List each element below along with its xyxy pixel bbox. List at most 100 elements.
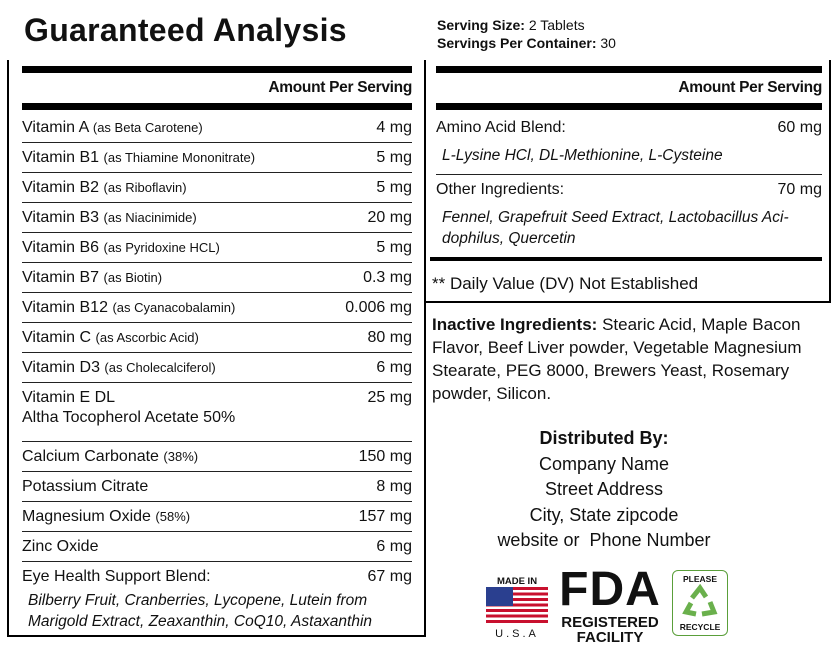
- table-row: Eye Health Support Blend: 67 mg: [22, 562, 412, 590]
- table-row: Vitamin B12 (as Cyanacobalamin) 0.006 mg: [22, 293, 412, 323]
- name: Eye Health Support Blend:: [22, 568, 211, 585]
- amount: 80 mg: [367, 329, 412, 346]
- detail: (58%): [155, 509, 191, 524]
- amount: 150 mg: [358, 448, 412, 465]
- column-header: Amount Per Serving: [268, 79, 412, 96]
- value: 2 Tablets: [528, 17, 585, 33]
- badge-text: RECYCLE: [679, 622, 721, 632]
- thick-rule: [436, 66, 822, 73]
- left-table: Vitamin A (as Beta Carotene) 4 mg Vitamin …: [22, 113, 412, 632]
- table-row: Vitamin D3 (as Cholecalciferol) 6 mg: [22, 353, 412, 383]
- detail: (as Ascorbic Acid): [95, 330, 199, 345]
- ingredients: Fennel, Grapefruit Seed Extract, Lactoba…: [442, 209, 789, 247]
- table-row: Amino Acid Blend: 60 mg: [436, 113, 822, 141]
- column-header: Amount Per Serving: [678, 79, 822, 96]
- badge-text: MADE IN: [496, 576, 538, 587]
- detail: (as Beta Carotene): [92, 120, 203, 135]
- badge-text: REGISTERED: [561, 614, 659, 631]
- nutrient-name: Magnesium Oxide (58%): [22, 508, 190, 526]
- table-row: Vitamin A (as Beta Carotene) 4 mg: [22, 113, 412, 143]
- left-box: [7, 60, 426, 637]
- table-row: Vitamin B3 (as Niacinimide) 20 mg: [22, 203, 412, 233]
- detail: (as Cholecalciferol): [104, 360, 216, 375]
- name: Vitamin B1: [22, 149, 100, 166]
- amount: 25 mg: [367, 389, 412, 406]
- amount: 60 mg: [777, 119, 822, 136]
- nutrient-name: Zinc Oxide: [22, 538, 98, 556]
- address-line: City, State zipcode: [529, 504, 679, 525]
- table-row: Other Ingredients: 70 mg: [436, 175, 822, 203]
- thick-rule: [430, 257, 822, 261]
- value: 30: [600, 35, 616, 51]
- name: Vitamin B2: [22, 179, 100, 196]
- table-row: Calcium Carbonate (38%) 150 mg: [22, 442, 412, 472]
- nutrient-name: Vitamin B1 (as Thiamine Mononitrate): [22, 149, 255, 167]
- name: Vitamin B12: [22, 299, 108, 316]
- amount: 157 mg: [358, 508, 412, 525]
- ingredients: L-Lysine HCl, DL-Methionine, L-Cysteine: [436, 141, 822, 175]
- address-line: website or Phone Number: [497, 530, 711, 550]
- amount: 70 mg: [777, 181, 822, 198]
- nutrient-name: Potassium Citrate: [22, 478, 148, 496]
- nutrient-name: Eye Health Support Blend:: [22, 568, 211, 586]
- nutrient-name: Vitamin E DL Altha Tocopherol Acetate 50%: [22, 389, 235, 427]
- name: Vitamin B6: [22, 239, 100, 256]
- name: Vitamin D3: [22, 359, 100, 376]
- amount: 0.3 mg: [363, 269, 412, 286]
- label: Serving Size:: [437, 17, 525, 33]
- title: Guaranteed Analysis: [24, 12, 347, 48]
- nutrient-name: Vitamin D3 (as Cholecalciferol): [22, 359, 216, 377]
- thick-rule: [22, 103, 412, 110]
- badge-text: PLEASE: [682, 574, 717, 584]
- amount: 4 mg: [376, 119, 412, 136]
- nutrient-name: Vitamin C (as Ascorbic Acid): [22, 329, 199, 347]
- amount: 8 mg: [376, 478, 412, 495]
- distributor: Distributed By: Company Name Street Addre…: [454, 426, 754, 554]
- name: Vitamin A: [22, 119, 89, 136]
- nutrient-name: Vitamin B7 (as Biotin): [22, 269, 162, 287]
- amount: 20 mg: [367, 209, 412, 226]
- table-row: Potassium Citrate 8 mg: [22, 472, 412, 502]
- name: Vitamin E DL: [22, 389, 116, 406]
- thick-rule: [436, 103, 822, 110]
- fda-badge: FDA REGISTERED FACILITY: [556, 566, 664, 645]
- name: Magnesium Oxide: [22, 508, 151, 525]
- recycle-icon: [682, 583, 718, 617]
- nutrient-name: Vitamin B2 (as Riboflavin): [22, 179, 187, 197]
- table-row: Vitamin B2 (as Riboflavin) 5 mg: [22, 173, 412, 203]
- second-line: Altha Tocopherol Acetate 50%: [22, 409, 236, 426]
- nutrient-name: Vitamin B12 (as Cyanacobalamin): [22, 299, 235, 317]
- table-row: Vitamin B7 (as Biotin) 0.3 mg: [22, 263, 412, 293]
- thick-rule: [22, 66, 412, 73]
- detail: (as Riboflavin): [103, 180, 187, 195]
- amount: 5 mg: [376, 149, 412, 166]
- label: Servings Per Container:: [437, 35, 597, 51]
- address-line: Company Name: [538, 453, 670, 474]
- name: Potassium Citrate: [22, 478, 149, 495]
- table-row: Magnesium Oxide (58%) 157 mg: [22, 502, 412, 532]
- footnote: ** Daily Value (DV) Not Established: [432, 274, 699, 293]
- detail: (as Biotin): [103, 270, 163, 285]
- recycle-badge: PLEASE RECYCLE: [672, 570, 728, 636]
- detail: (as Thiamine Mononitrate): [103, 150, 256, 165]
- right-box: [424, 60, 831, 303]
- servings-per-container: Servings Per Container: 30: [437, 35, 616, 51]
- nutrient-name: Calcium Carbonate (38%): [22, 448, 198, 466]
- badge-text: U.S.A: [495, 628, 539, 640]
- amount: 5 mg: [376, 179, 412, 196]
- table-row: Vitamin B1 (as Thiamine Mononitrate) 5 mg: [22, 143, 412, 173]
- table-row: Vitamin B6 (as Pyridoxine HCL) 5 mg: [22, 233, 412, 263]
- amount: 67 mg: [367, 568, 412, 585]
- badge-text: FDA: [559, 563, 661, 616]
- heading: Distributed By:: [539, 428, 669, 448]
- table-row: Vitamin E DL Altha Tocopherol Acetate 50%…: [22, 383, 412, 442]
- label: Inactive Ingredients:: [432, 315, 598, 334]
- nutrient-name: Vitamin B3 (as Niacinimide): [22, 209, 197, 227]
- detail: (as Pyridoxine HCL): [103, 240, 220, 255]
- inactive-ingredients: Inactive Ingredients: Stearic Acid, Mapl…: [432, 313, 822, 405]
- nutrient-name: Vitamin A (as Beta Carotene): [22, 119, 203, 137]
- right-table: Amino Acid Blend: 60 mg L-Lysine HCl, DL-M…: [436, 113, 822, 257]
- table-row: Zinc Oxide 6 mg: [22, 532, 412, 562]
- badge-text: FACILITY: [576, 629, 644, 645]
